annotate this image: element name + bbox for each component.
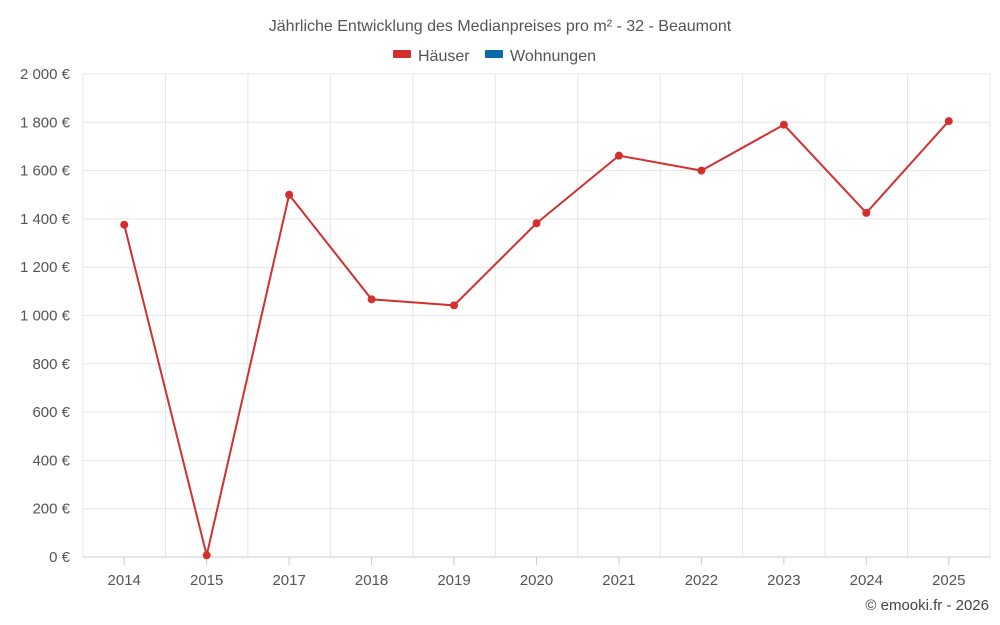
data-point-haeuser[interactable] — [202, 551, 211, 560]
y-tick-label: 2 000 € — [20, 66, 71, 83]
legend-swatch-wohnungen — [485, 50, 503, 58]
data-point-haeuser[interactable] — [697, 166, 706, 175]
data-point-haeuser[interactable] — [120, 220, 129, 229]
legend: Häuser Wohnungen — [393, 48, 596, 65]
legend-label-wohnungen[interactable]: Wohnungen — [510, 48, 596, 65]
data-point-haeuser[interactable] — [779, 120, 788, 129]
y-tick-label: 1 000 € — [20, 308, 71, 325]
y-tick-label: 1 600 € — [20, 163, 71, 180]
data-point-haeuser[interactable] — [367, 295, 376, 304]
x-tick-label: 2024 — [850, 572, 883, 589]
data-point-haeuser[interactable] — [285, 190, 294, 199]
y-tick-label: 200 € — [32, 501, 70, 518]
series-haeuser — [120, 117, 953, 560]
x-tick-label: 2022 — [685, 572, 718, 589]
credit-text: © emooki.fr - 2026 — [865, 597, 989, 614]
legend-swatch-haeuser — [393, 50, 411, 58]
data-point-haeuser[interactable] — [862, 208, 871, 217]
chart-title: Jährliche Entwicklung des Medianpreises … — [269, 18, 732, 35]
x-tick-label: 2017 — [272, 572, 305, 589]
y-tick-label: 600 € — [32, 404, 70, 421]
y-tick-label: 1 800 € — [20, 114, 71, 131]
y-axis: 0 € 200 € 400 € 600 € 800 € 1 000 € 1 200 € 1 4… — [20, 66, 71, 566]
x-tick-label: 2021 — [602, 572, 635, 589]
grid — [82, 73, 991, 558]
legend-label-haeuser[interactable]: Häuser — [418, 48, 470, 65]
x-tick-label: 2025 — [932, 572, 965, 589]
y-tick-label: 400 € — [32, 452, 70, 469]
y-tick-label: 1 200 € — [20, 259, 71, 276]
data-point-haeuser[interactable] — [944, 117, 953, 126]
y-tick-label: 0 € — [49, 549, 71, 566]
y-tick-label: 800 € — [32, 356, 70, 373]
x-tick-label: 2014 — [108, 572, 141, 589]
x-axis: 2014 2015 2017 2018 2019 2020 2021 2022 2023 2024… — [108, 557, 965, 589]
data-point-haeuser[interactable] — [532, 219, 541, 228]
y-tick-label: 1 400 € — [20, 211, 71, 228]
x-tick-label: 2020 — [520, 572, 553, 589]
data-point-haeuser[interactable] — [614, 151, 623, 160]
x-tick-label: 2023 — [767, 572, 800, 589]
x-tick-label: 2018 — [355, 572, 388, 589]
data-point-haeuser[interactable] — [450, 301, 459, 310]
x-tick-label: 2015 — [190, 572, 223, 589]
x-tick-label: 2019 — [437, 572, 470, 589]
